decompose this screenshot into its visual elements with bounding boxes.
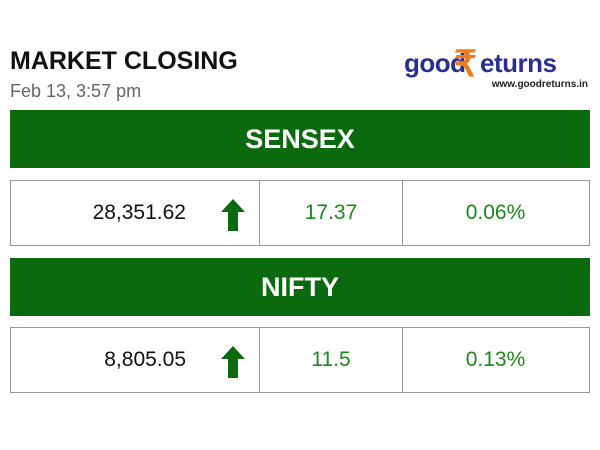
index-percent: 0.06% — [465, 201, 526, 224]
index-value: 8,805.05 — [104, 348, 186, 371]
index-value: 28,351.62 — [92, 201, 186, 224]
up-arrow — [221, 199, 245, 231]
logo[interactable]: good ₹ eturns www.goodreturns.in — [400, 43, 590, 94]
index-header: NIFTY — [10, 258, 590, 316]
index-header: SENSEX — [10, 110, 590, 168]
logo-symbol: ₹ — [454, 43, 477, 84]
index-row: 28,351.62 17.37 0.06% — [10, 180, 590, 246]
timestamp: Feb 13, 3:57 pm — [10, 81, 142, 101]
index-row: 8,805.05 11.5 0.13% — [10, 327, 590, 393]
title: MARKET CLOSING — [10, 47, 238, 75]
index-percent: 0.13% — [465, 348, 526, 371]
logo-url: www.goodreturns.in — [491, 79, 588, 90]
logo-prefix: good — [404, 48, 466, 78]
index-change: 17.37 — [259, 181, 403, 245]
logo-suffix: eturns — [480, 48, 557, 78]
index-change: 11.5 — [259, 328, 403, 392]
up-arrow — [221, 346, 245, 378]
